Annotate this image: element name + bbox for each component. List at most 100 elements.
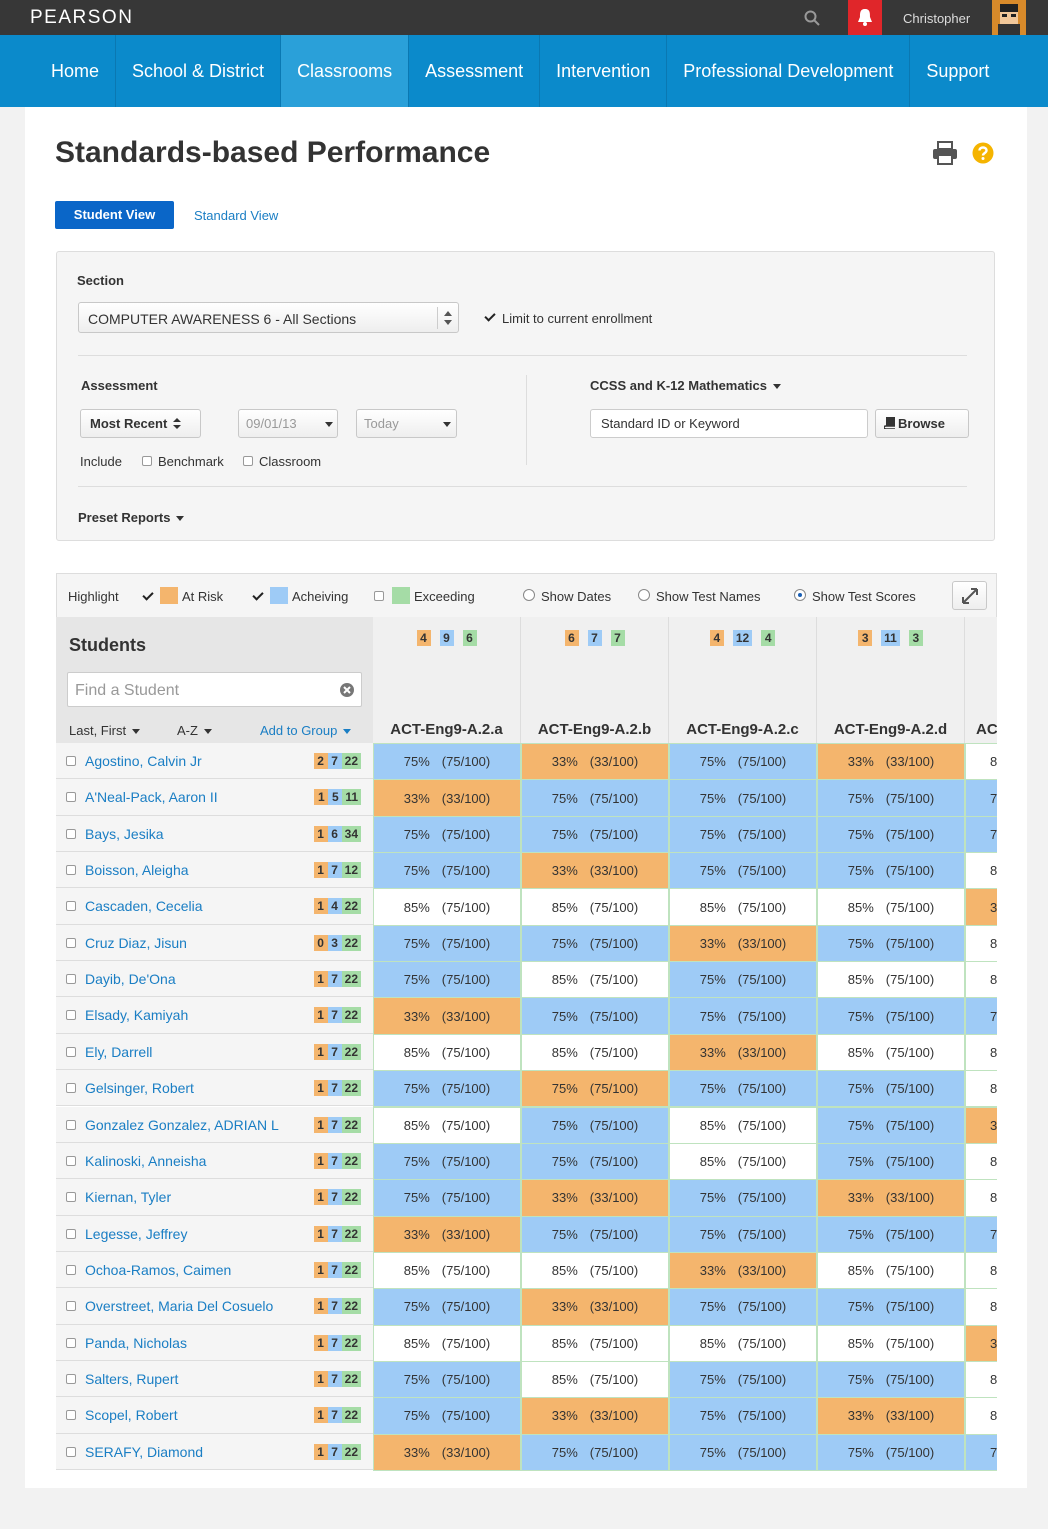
student-name[interactable]: Scopel, Robert [85, 1407, 178, 1424]
student-name[interactable]: Ochoa-Ramos, Caimen [85, 1261, 232, 1278]
benchmark-checkbox[interactable] [142, 456, 152, 466]
score-cell[interactable]: 75% (75/100) [373, 961, 521, 999]
score-cell[interactable]: 75% (75/100) [373, 1288, 521, 1326]
score-cell[interactable]: 85% (75/100) [373, 1106, 521, 1144]
score-cell[interactable]: 75% (75/100) [669, 1360, 817, 1399]
score-cell[interactable]: 75% (75/100) [669, 1288, 817, 1326]
score-cell[interactable]: 8 [965, 1251, 997, 1290]
score-cell[interactable]: 75% (75/100) [817, 1215, 965, 1253]
notifications[interactable] [848, 0, 882, 35]
row-checkbox[interactable] [66, 828, 76, 839]
row-checkbox[interactable] [66, 792, 76, 803]
score-cell[interactable]: 75% (75/100) [669, 743, 817, 781]
standards-set[interactable]: CCSS and K-12 Mathematics [590, 378, 781, 393]
score-cell[interactable]: 85% (75/100) [817, 1033, 965, 1072]
row-checkbox[interactable] [66, 865, 76, 876]
student-name[interactable]: Agostino, Calvin Jr [85, 753, 202, 769]
tab-student-view[interactable]: Student View [55, 201, 174, 229]
score-cell[interactable]: 33% (33/100) [817, 1179, 965, 1217]
student-name[interactable]: Elsady, Kamiyah [85, 1007, 189, 1024]
student-name[interactable]: Gelsinger, Robert [85, 1080, 194, 1097]
score-cell[interactable]: 8 [965, 1179, 997, 1217]
score-cell[interactable]: 33% (33/100) [521, 1397, 669, 1435]
score-cell[interactable]: 7 [965, 779, 997, 817]
score-cell[interactable]: 33% (33/100) [521, 743, 669, 781]
score-cell[interactable]: 85% (75/100) [373, 888, 521, 926]
classroom-checkbox[interactable] [243, 456, 253, 466]
row-checkbox[interactable] [66, 1010, 76, 1021]
score-cell[interactable]: 75% (75/100) [669, 1215, 817, 1253]
score-cell[interactable]: 8 [965, 1070, 997, 1108]
score-cell[interactable]: 8 [965, 924, 997, 963]
score-cell[interactable]: 8 [965, 1397, 997, 1435]
score-cell[interactable]: 33% (33/100) [817, 743, 965, 781]
standard-name[interactable]: ACT-Eng9-A.2.b [537, 721, 652, 738]
student-name[interactable]: A'Neal-Pack, Aaron II [85, 789, 218, 806]
score-cell[interactable]: 75% (75/100) [817, 779, 965, 817]
score-cell[interactable]: 85% (75/100) [669, 1324, 817, 1362]
student-name[interactable]: Cruz Diaz, Jisun [85, 934, 187, 951]
score-cell[interactable]: 75% (75/100) [521, 779, 669, 817]
score-cell[interactable]: 85% (75/100) [521, 961, 669, 999]
score-cell[interactable]: 8 [965, 852, 997, 890]
score-cell[interactable]: 75% (75/100) [521, 924, 669, 963]
score-cell[interactable]: 75% (75/100) [373, 743, 521, 781]
nav-item[interactable]: School & District [116, 35, 282, 107]
student-name[interactable]: Panda, Nicholas [85, 1334, 187, 1351]
score-cell[interactable]: 75% (75/100) [669, 1070, 817, 1108]
score-cell[interactable]: 3 [965, 1324, 997, 1362]
score-cell[interactable]: 33% (33/100) [373, 779, 521, 817]
score-cell[interactable]: 75% (75/100) [817, 815, 965, 854]
score-cell[interactable]: 75% (75/100) [817, 1360, 965, 1399]
row-checkbox[interactable] [66, 1264, 76, 1275]
print-icon[interactable] [932, 141, 958, 165]
student-name[interactable]: Overstreet, Maria Del Cosuelo [85, 1298, 274, 1315]
score-cell[interactable]: 75% (75/100) [521, 1215, 669, 1253]
student-name[interactable]: Boisson, Aleigha [85, 862, 189, 879]
score-cell[interactable]: 8 [965, 1033, 997, 1072]
score-cell[interactable]: 75% (75/100) [373, 1179, 521, 1217]
student-name[interactable]: Cascaden, Cecelia [85, 898, 203, 915]
nav-item[interactable]: Support [926, 61, 990, 81]
score-cell[interactable]: 75% (75/100) [373, 1070, 521, 1108]
student-name[interactable]: Dayib, De'Ona [85, 971, 176, 988]
score-cell[interactable]: 75% (75/100) [521, 1142, 669, 1181]
preset-reports[interactable]: Preset Reports [78, 510, 185, 525]
row-checkbox[interactable] [66, 901, 76, 912]
date-from[interactable]: 09/01/13 [238, 409, 338, 438]
standard-name[interactable]: ACT-Eng9-A.2.a [390, 721, 503, 738]
score-cell[interactable]: 33% (33/100) [373, 1433, 521, 1471]
nav-item[interactable]: Classrooms [281, 35, 410, 107]
score-cell[interactable]: 85% (75/100) [521, 1360, 669, 1399]
student-name[interactable]: SERAFY, Diamond [85, 1443, 204, 1460]
score-cell[interactable]: 85% (75/100) [669, 1106, 817, 1144]
clear-icon[interactable] [340, 683, 354, 697]
score-cell[interactable]: 85% (75/100) [817, 1324, 965, 1362]
sort-order[interactable]: A-Z [177, 723, 212, 738]
standard-search[interactable]: Standard ID or Keyword [590, 409, 868, 438]
score-cell[interactable]: 75% (75/100) [669, 815, 817, 854]
row-checkbox[interactable] [66, 974, 76, 985]
score-cell[interactable]: 85% (75/100) [373, 1251, 521, 1290]
score-cell[interactable]: 85% (75/100) [521, 1033, 669, 1072]
score-cell[interactable]: 75% (75/100) [373, 1360, 521, 1399]
score-cell[interactable]: 75% (75/100) [373, 1397, 521, 1435]
score-cell[interactable]: 85% (75/100) [373, 1033, 521, 1072]
nav-item[interactable]: Professional Development [667, 35, 911, 107]
score-cell[interactable]: 33% (33/100) [669, 924, 817, 963]
score-cell[interactable]: 33% (33/100) [521, 852, 669, 890]
help-icon[interactable] [972, 142, 994, 164]
score-cell[interactable]: 75% (75/100) [817, 1070, 965, 1108]
user-name[interactable]: Christopher [903, 11, 971, 26]
level-checkbox[interactable] [142, 590, 154, 602]
row-checkbox[interactable] [66, 1446, 76, 1457]
standard-name[interactable]: ACT-Eng9-A.2.d [833, 721, 948, 738]
score-cell[interactable]: 75% (75/100) [669, 1397, 817, 1435]
nav-item[interactable]: Intervention [540, 35, 668, 107]
score-cell[interactable]: 75% (75/100) [521, 815, 669, 854]
score-cell[interactable]: 8 [965, 1360, 997, 1399]
row-checkbox[interactable] [66, 1083, 76, 1094]
expand-button[interactable] [952, 581, 987, 610]
score-cell[interactable]: 75% (75/100) [817, 924, 965, 963]
score-cell[interactable]: 75% (75/100) [521, 1070, 669, 1108]
